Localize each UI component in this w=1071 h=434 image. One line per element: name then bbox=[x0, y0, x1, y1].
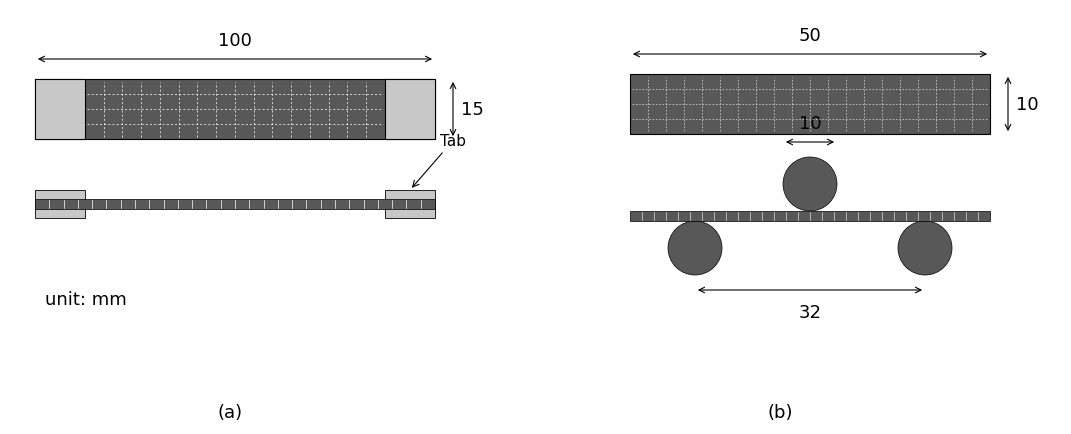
Bar bbox=[35, 191, 85, 218]
Bar bbox=[630, 211, 990, 221]
Text: 10: 10 bbox=[1016, 96, 1039, 114]
Text: (a): (a) bbox=[217, 403, 242, 421]
Circle shape bbox=[783, 158, 838, 211]
Text: Tab: Tab bbox=[412, 134, 466, 187]
Bar bbox=[35, 80, 435, 140]
Bar bbox=[35, 80, 85, 140]
Text: (b): (b) bbox=[767, 403, 793, 421]
Circle shape bbox=[897, 221, 952, 275]
Text: 15: 15 bbox=[461, 101, 484, 119]
Text: 32: 32 bbox=[799, 303, 821, 321]
Text: 10: 10 bbox=[799, 115, 821, 133]
Text: 50: 50 bbox=[799, 27, 821, 45]
Text: 100: 100 bbox=[218, 32, 252, 50]
Bar bbox=[384, 191, 435, 218]
Text: unit: mm: unit: mm bbox=[45, 290, 126, 308]
Bar bbox=[35, 200, 435, 210]
Circle shape bbox=[668, 221, 722, 275]
Bar bbox=[384, 80, 435, 140]
Bar bbox=[630, 75, 990, 135]
